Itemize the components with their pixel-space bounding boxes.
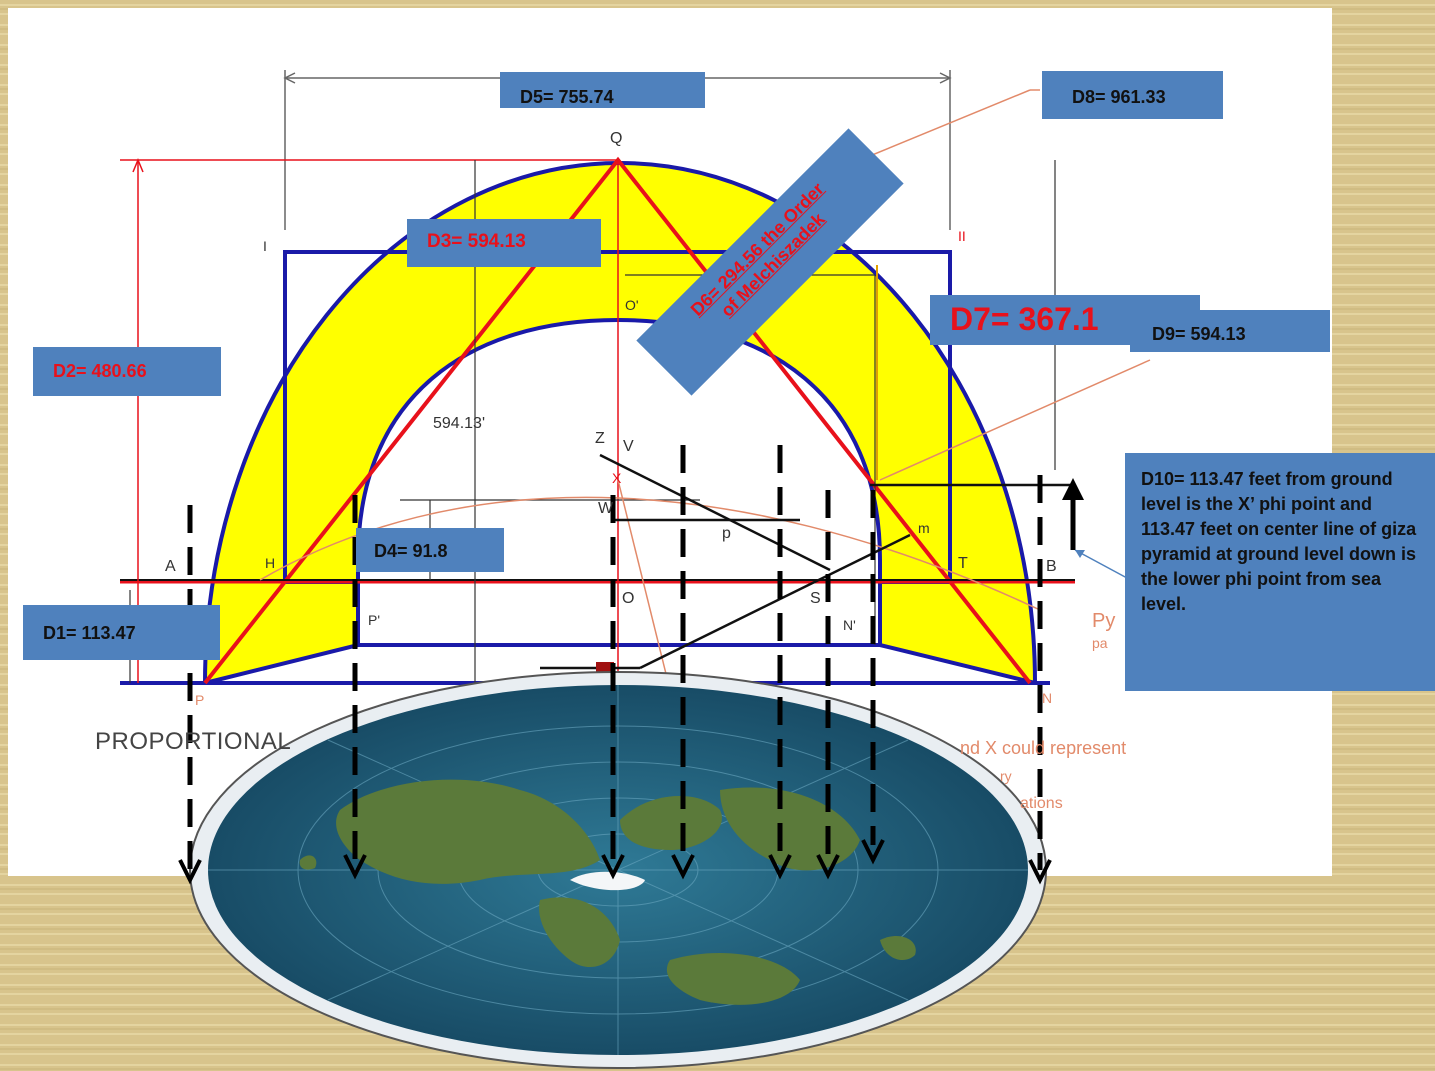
label-pa: pa [1092,635,1108,651]
small-marker [596,662,614,672]
label-o-prime: O' [625,297,639,313]
d8-label: D8= 961.33 [1042,71,1223,119]
label-p-prime: P' [368,612,381,628]
map-grid [208,685,1028,1055]
label-594: 594.13' [433,415,485,432]
black-construction-lines [540,453,1075,670]
left-dimension-lines [120,158,618,683]
label-a: A [165,558,176,575]
d4-label: D4= 91.8 [356,528,504,572]
up-arrow-head [1062,478,1084,500]
label-z: Z [595,430,605,447]
d2-label: D2= 480.66 [33,347,221,396]
label-p: P [195,692,205,708]
label-m: m [918,520,930,536]
side-note-line1: nd X could represent [960,738,1127,758]
proportional-text: PROPORTIONAL [95,728,292,755]
arrow-heads [178,839,1052,885]
label-q: Q [610,130,623,147]
label-p-small: p [722,525,731,542]
d3-label: D3= 594.13 [407,219,601,267]
side-note-line2: ry [1000,768,1012,784]
side-note-line3: ations [1020,795,1063,812]
d5-label: D5= 755.74 [500,72,705,108]
label-i: I [263,238,267,254]
callout-pointer-head [1075,550,1085,558]
label-v: V [623,438,634,455]
label-h: H [265,555,276,571]
continents [299,779,916,1005]
d10-callout: D10= 113.47 feet from ground level is th… [1125,453,1435,691]
label-s: S [810,590,821,607]
label-t: T [958,555,968,572]
label-b: B [1046,558,1057,575]
label-n: N [1042,690,1053,706]
label-py: Py [1092,610,1116,632]
arctic-ice [570,871,645,891]
label-o: O [622,590,635,607]
orange-guide-lines [259,89,1151,691]
label-n-prime: N' [843,617,856,633]
dashed-arrows [187,445,1043,870]
d1-label: D1= 113.47 [23,605,220,660]
label-w: W [598,500,614,517]
d9-label: D9= 594.13 [1130,310,1330,352]
label-ii: II [958,228,966,244]
label-x: X [612,470,622,486]
